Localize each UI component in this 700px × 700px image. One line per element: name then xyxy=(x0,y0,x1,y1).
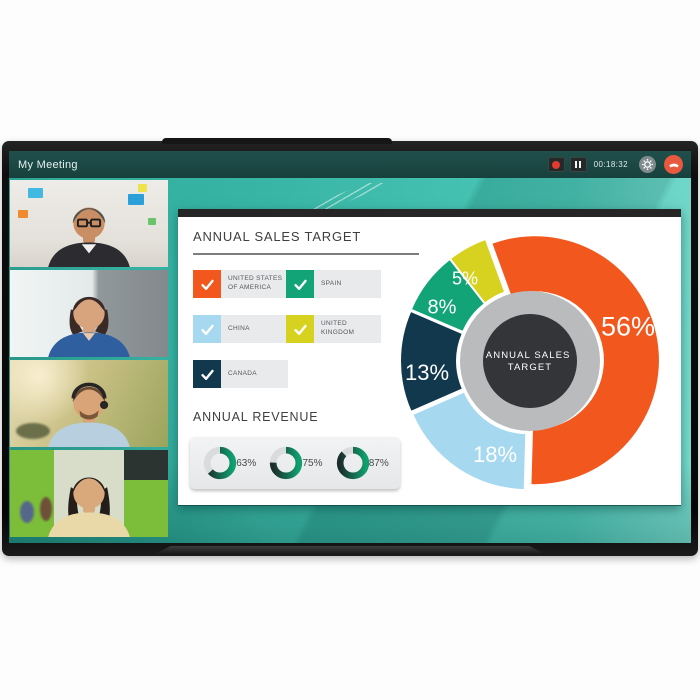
titlebar-controls: 00:18:32 xyxy=(547,155,691,174)
progress-ring-icon xyxy=(204,446,237,480)
annual-revenue-title: ANNUAL REVENUE xyxy=(193,410,319,424)
pause-button[interactable] xyxy=(569,157,587,172)
participant-1-avatar xyxy=(48,207,130,267)
whiteboard-note xyxy=(138,184,147,192)
legend-label: SPAIN xyxy=(314,270,381,298)
participant-strip xyxy=(10,180,168,540)
progress-ring-icon xyxy=(336,446,369,480)
legend-item-uk[interactable]: UNITED KINGDOM xyxy=(286,315,381,343)
meeting-titlebar: My Meeting 00:18:32 xyxy=(9,151,691,178)
slice-value-china: 18% xyxy=(472,442,518,467)
legend-item-canada[interactable]: CANADA xyxy=(193,360,288,388)
background-screen xyxy=(124,450,168,480)
presentation-card: ANNUAL SALES TARGET UNITED STATES OF AME… xyxy=(178,209,681,505)
whiteboard-note xyxy=(128,194,144,205)
pie-slice-united-kingdom xyxy=(451,240,504,303)
checkbox-checked-icon xyxy=(193,315,221,343)
slice-value-spain: 8% xyxy=(427,296,457,319)
diagonal-stripes-decoration xyxy=(305,183,391,209)
recording-time: 00:18:32 xyxy=(593,160,628,169)
slice-value-canada: 13% xyxy=(404,360,450,385)
title-divider xyxy=(193,253,419,255)
donut-slices xyxy=(401,236,659,490)
checkbox-checked-icon xyxy=(193,270,221,298)
participant-2-avatar xyxy=(48,297,130,357)
pie-slice-united-states-of-america xyxy=(492,236,659,485)
donut-center-label: ANNUAL SALES TARGET xyxy=(486,350,574,373)
end-call-button[interactable] xyxy=(664,155,683,174)
revenue-ring-2: 75% xyxy=(267,444,323,482)
donut-center xyxy=(483,314,577,408)
video-tile-participant-3[interactable] xyxy=(10,360,168,447)
checkbox-checked-icon xyxy=(193,360,221,388)
participant-3-avatar xyxy=(48,382,130,447)
legend-label: CANADA xyxy=(221,360,288,388)
revenue-ring-1: 63% xyxy=(201,444,256,482)
revenue-ring-3: 87% xyxy=(334,444,389,482)
revenue-percent: 75% xyxy=(302,457,323,469)
pie-slice-canada xyxy=(401,312,462,411)
checkbox-checked-icon xyxy=(286,315,314,343)
slice-value-usa: 56% xyxy=(600,311,656,342)
sales-target-title: ANNUAL SALES TARGET xyxy=(193,229,362,244)
pie-slice-spain xyxy=(412,260,484,331)
slice-value-uk: 5% xyxy=(451,268,479,289)
legend-item-usa[interactable]: UNITED STATES OF AMERICA xyxy=(193,270,288,298)
checkbox-checked-icon xyxy=(286,270,314,298)
record-button[interactable] xyxy=(547,157,565,172)
whiteboard-note xyxy=(148,218,156,225)
video-tile-participant-1[interactable] xyxy=(10,180,168,267)
participant-4-avatar xyxy=(48,477,130,537)
video-tile-participant-2[interactable] xyxy=(10,270,168,357)
record-icon xyxy=(552,160,561,169)
whiteboard-note xyxy=(28,188,43,198)
background-person xyxy=(40,497,52,521)
background-furniture xyxy=(16,423,50,439)
legend-item-china[interactable]: CHINA xyxy=(193,315,288,343)
phone-hangup-icon xyxy=(668,163,679,168)
gear-icon xyxy=(642,159,653,170)
background-person xyxy=(20,501,34,523)
pause-icon xyxy=(575,161,582,168)
meeting-title: My Meeting xyxy=(18,158,78,171)
whiteboard-note xyxy=(18,210,28,218)
revenue-percent: 63% xyxy=(236,457,257,469)
legend-item-spain[interactable]: SPAIN xyxy=(286,270,381,298)
revenue-percent: 87% xyxy=(368,457,389,469)
legend-label: CHINA xyxy=(221,315,288,343)
sales-donut-chart: ANNUAL SALES TARGET xyxy=(401,236,659,490)
revenue-rings-panel: 63% 75% xyxy=(190,437,400,489)
video-tile-participant-4[interactable] xyxy=(10,450,168,537)
legend-label: UNITED STATES OF AMERICA xyxy=(221,270,288,298)
screen: My Meeting 00:18:32 xyxy=(9,151,691,543)
legend-label: UNITED KINGDOM xyxy=(314,315,381,343)
pie-slice-china xyxy=(413,392,526,490)
monitor: My Meeting 00:18:32 xyxy=(2,138,698,556)
progress-ring-icon xyxy=(270,446,303,480)
settings-button[interactable] xyxy=(639,156,656,173)
